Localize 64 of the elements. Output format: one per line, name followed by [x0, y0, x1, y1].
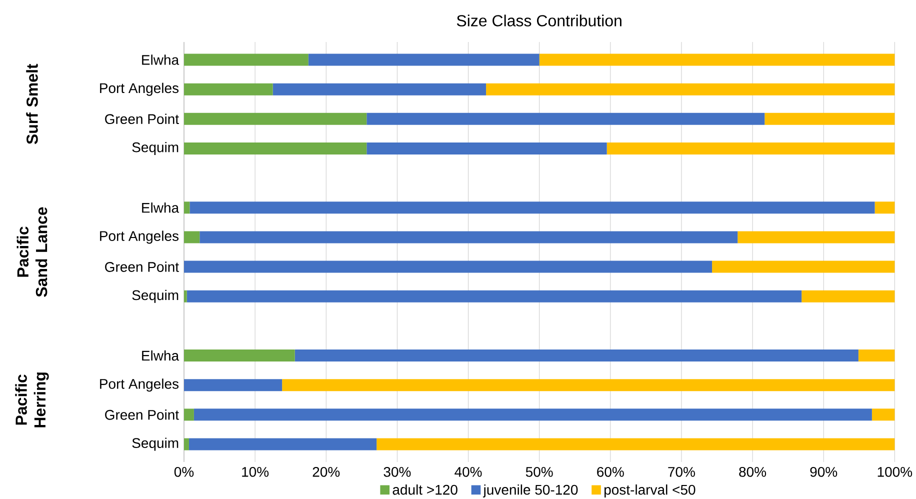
bar [712, 260, 895, 273]
bar [539, 54, 895, 66]
bar [200, 231, 738, 244]
bar [184, 112, 367, 125]
y-tick-label: Sequim [132, 438, 178, 451]
bar [184, 408, 194, 421]
bar [184, 290, 187, 302]
bar [184, 438, 189, 450]
y-tick-label: Port Angeles [100, 82, 179, 96]
y-tick-label: Green Point [105, 410, 179, 420]
bar [376, 438, 895, 450]
bar [186, 290, 802, 302]
x-tick-label: 30% [384, 466, 411, 477]
bar [184, 379, 282, 392]
bar [184, 142, 367, 154]
bar [764, 112, 895, 125]
x-tick-label: 40% [454, 466, 482, 477]
bar [872, 408, 895, 421]
bar [366, 112, 765, 125]
x-tick-label: 0% [174, 466, 194, 477]
y-tick-label: Green Point [105, 262, 179, 272]
bar [802, 290, 895, 302]
bar [858, 350, 895, 362]
bar [188, 438, 377, 450]
bar [184, 231, 200, 244]
y-tick-label: Port Angeles [100, 230, 179, 244]
bar [294, 350, 858, 362]
text: Pacific Herring [15, 372, 49, 428]
chart-title: Size Class Contribution [456, 14, 622, 26]
x-tick-label: 50% [526, 466, 553, 477]
x-tick-label: 10% [242, 466, 269, 477]
bar [272, 83, 486, 96]
y-tick-label: Port Angeles [100, 378, 179, 392]
bar [184, 350, 295, 362]
y-tick-label: Elwha [142, 202, 180, 213]
bar [282, 379, 895, 392]
x-tick-label: 90% [810, 466, 838, 477]
bar [190, 202, 875, 214]
bar [366, 142, 607, 154]
x-tick-label: 60% [597, 466, 624, 477]
y-tick-label: Sequim [132, 290, 178, 303]
bar [184, 83, 273, 96]
x-tick-label: 80% [739, 466, 766, 477]
y-tick-label: Green Point [105, 114, 179, 124]
bar [874, 202, 895, 214]
x-tick-label: 20% [312, 466, 340, 477]
y-tick-label: Elwha [142, 54, 180, 65]
legend-label: post-larval <50 [604, 484, 696, 498]
y-tick-label: Sequim [132, 142, 178, 156]
bar [184, 54, 308, 66]
bar [194, 408, 872, 421]
bar [738, 231, 895, 244]
y-tick-label: Elwha [142, 350, 180, 361]
legend-label: juvenile 50-120 [482, 484, 578, 498]
bar [184, 260, 712, 273]
x-tick-label: 100% [878, 466, 912, 477]
bar [606, 142, 895, 154]
text: Surf Smelt [26, 64, 38, 144]
x-tick-label: 70% [668, 466, 695, 477]
text: Pacific Sand Lance [16, 207, 48, 297]
legend-label: adult >120 [392, 484, 458, 495]
bar [184, 202, 190, 214]
bar [486, 83, 895, 96]
bar [308, 54, 540, 66]
